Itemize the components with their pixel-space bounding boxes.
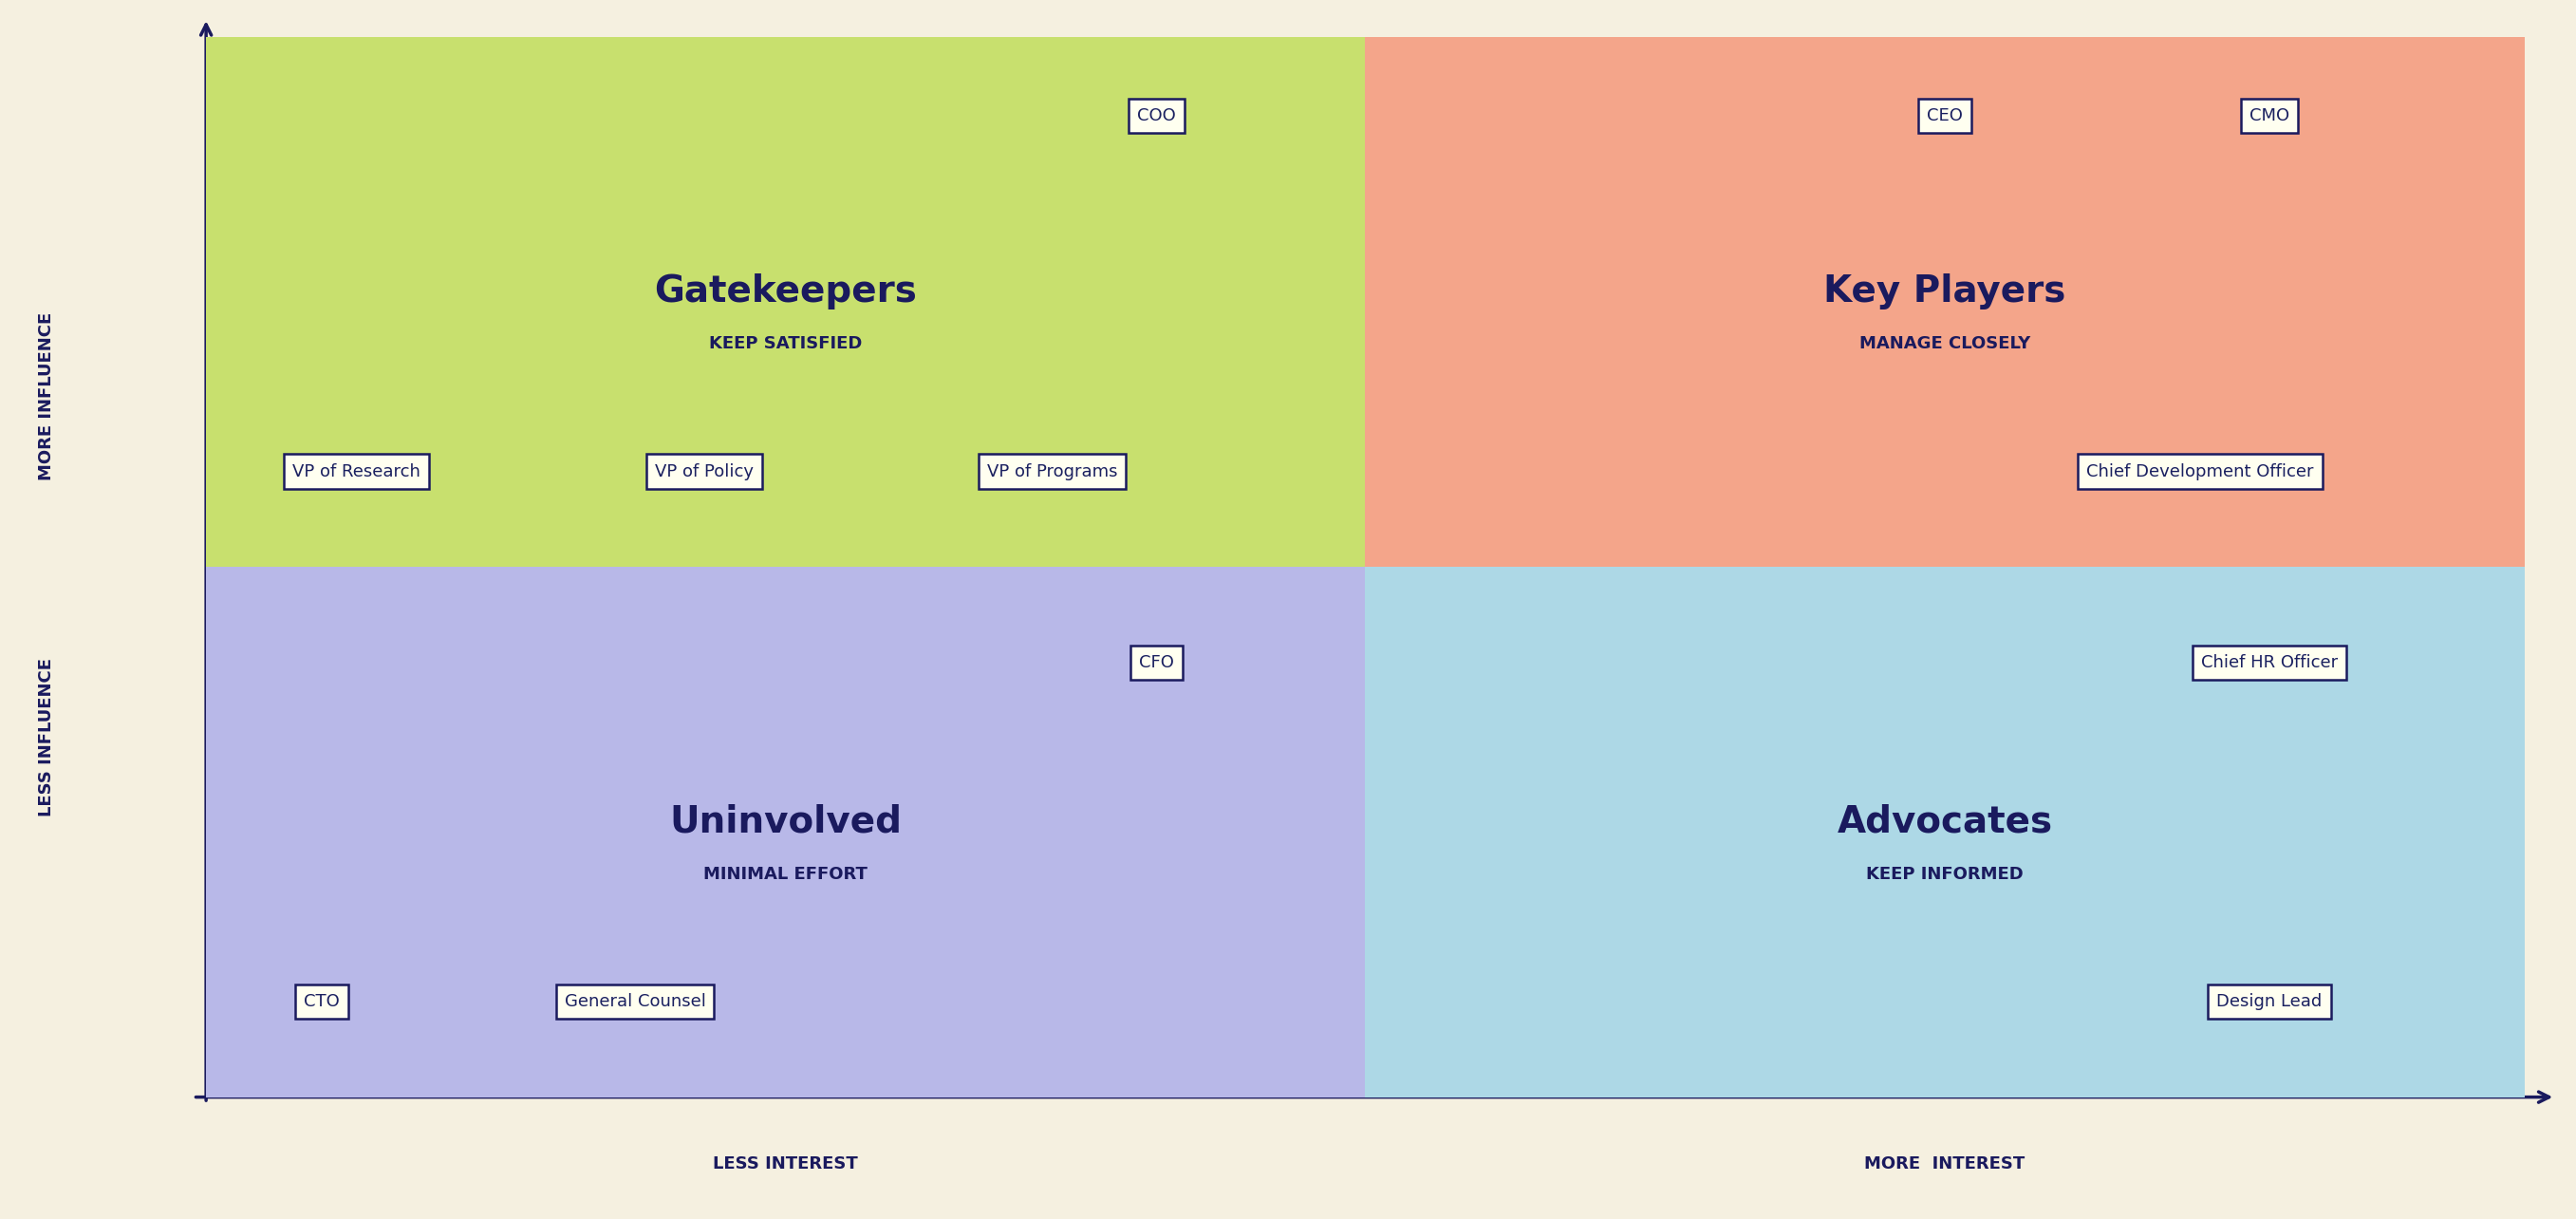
Text: LESS INTEREST: LESS INTEREST [714, 1156, 858, 1173]
Text: Chief HR Officer: Chief HR Officer [2200, 653, 2339, 670]
Text: MORE  INTEREST: MORE INTEREST [1865, 1156, 2025, 1173]
Text: MANAGE CLOSELY: MANAGE CLOSELY [1860, 335, 2030, 352]
Text: CEO: CEO [1927, 107, 1963, 124]
Text: CFO: CFO [1139, 653, 1175, 670]
Text: General Counsel: General Counsel [564, 993, 706, 1011]
Text: Key Players: Key Players [1824, 273, 2066, 310]
Text: VP of Research: VP of Research [294, 463, 420, 480]
Text: Uninvolved: Uninvolved [670, 803, 902, 840]
Text: Gatekeepers: Gatekeepers [654, 273, 917, 310]
Text: KEEP SATISFIED: KEEP SATISFIED [708, 335, 863, 352]
Text: LESS INFLUENCE: LESS INFLUENCE [39, 658, 54, 817]
Text: KEEP INFORMED: KEEP INFORMED [1865, 865, 2025, 883]
Text: VP of Programs: VP of Programs [987, 463, 1118, 480]
Text: MINIMAL EFFORT: MINIMAL EFFORT [703, 865, 868, 883]
Text: COO: COO [1136, 107, 1177, 124]
Text: VP of Policy: VP of Policy [654, 463, 755, 480]
Text: Chief Development Officer: Chief Development Officer [2087, 463, 2313, 480]
Text: Advocates: Advocates [1837, 803, 2053, 840]
Text: CMO: CMO [2249, 107, 2290, 124]
Text: CTO: CTO [304, 993, 340, 1011]
Text: MORE INFLUENCE: MORE INFLUENCE [39, 312, 54, 480]
Text: Design Lead: Design Lead [2218, 993, 2321, 1011]
